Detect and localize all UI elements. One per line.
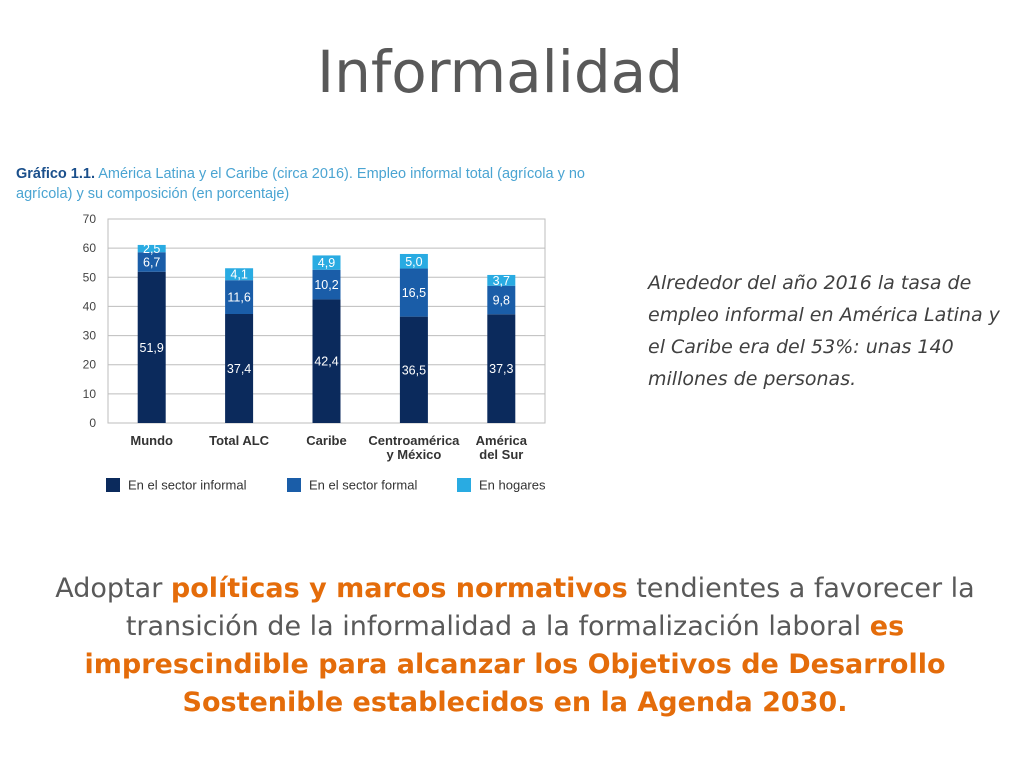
bar-segment [225,280,254,315]
side-note: Alrededor del año 2016 la tasa de empleo… [648,272,1000,390]
data-label: 4,9 [318,256,335,270]
data-label: 5,0 [405,255,422,269]
legend-swatch [287,478,301,492]
bar-segment [312,269,341,300]
bar-segment [137,244,166,253]
bar-segment [312,299,341,423]
bar-segment [399,268,428,317]
y-tick-label: 40 [83,299,97,313]
y-tick-label: 20 [83,358,97,372]
bottom-text-part3: tendientes a favorecer la transición de … [125,573,975,642]
stacked-bar-chart: 0 10 20 30 40 50 60 70 51,9 6,72,5 Mundo 37,4 11,6 4,… [83,212,546,493]
data-label: 37,4 [227,362,251,376]
y-tick-label: 0 [89,416,96,430]
data-label: 36,5 [402,363,426,377]
bar-segment [312,255,341,270]
x-category-label: Centroamérica [368,433,460,448]
bottom-text-part1: Adoptar [55,573,171,604]
legend-label: En hogares [479,478,546,493]
x-category-label: Total ALC [209,433,270,448]
bar-segment [399,253,428,269]
bar-segment [225,314,254,423]
y-tick-label: 60 [83,241,97,255]
bar-segment [225,268,254,281]
data-label: 9,8 [493,294,510,308]
bottom-statement: Adoptar políticas y marcos normativos te… [40,570,990,722]
data-label: 6,7 [143,255,160,269]
y-tick-label: 70 [83,212,97,226]
x-category-label: y México [386,447,441,462]
chart-caption-text: América Latina y el Caribe (circa 2016).… [16,166,585,202]
data-label: 11,6 [227,291,250,305]
legend-label: En el sector informal [128,478,247,493]
data-label: 4,1 [230,268,247,282]
x-category-label: América [476,433,528,448]
bar-segment [137,252,166,272]
legend-label: En el sector formal [309,478,417,493]
bottom-text-highlight-1: políticas y marcos normativos [170,573,628,604]
bar-segment [487,285,516,315]
y-tick-label: 50 [83,270,97,284]
legend-swatch [106,478,120,492]
data-label: 2,5 [143,242,160,256]
data-label: 37,3 [489,362,513,376]
bar-segment [487,274,516,286]
legend-swatch [457,478,471,492]
data-label: 16,5 [402,286,426,300]
data-label: 10,2 [314,278,338,292]
bar-segment [487,314,516,423]
bar-segment [137,271,166,423]
slide-title: Informalidad [316,38,684,106]
data-label: 51,9 [140,341,164,355]
chart-caption: Gráfico 1.1. América Latina y el Caribe … [16,164,616,204]
y-tick-label: 10 [83,387,97,401]
bar-segment [399,316,428,423]
x-category-label: Caribe [306,433,346,448]
data-label: 3,7 [493,274,510,288]
x-category-label: Mundo [130,433,173,448]
bottom-text-highlight-2: es imprescindible para alcanzar los Obje… [84,611,946,718]
y-tick-label: 30 [83,329,97,343]
data-label: 42,4 [314,355,338,369]
chart-caption-label: Gráfico 1.1. [16,166,95,182]
x-category-label: del Sur [479,447,523,462]
